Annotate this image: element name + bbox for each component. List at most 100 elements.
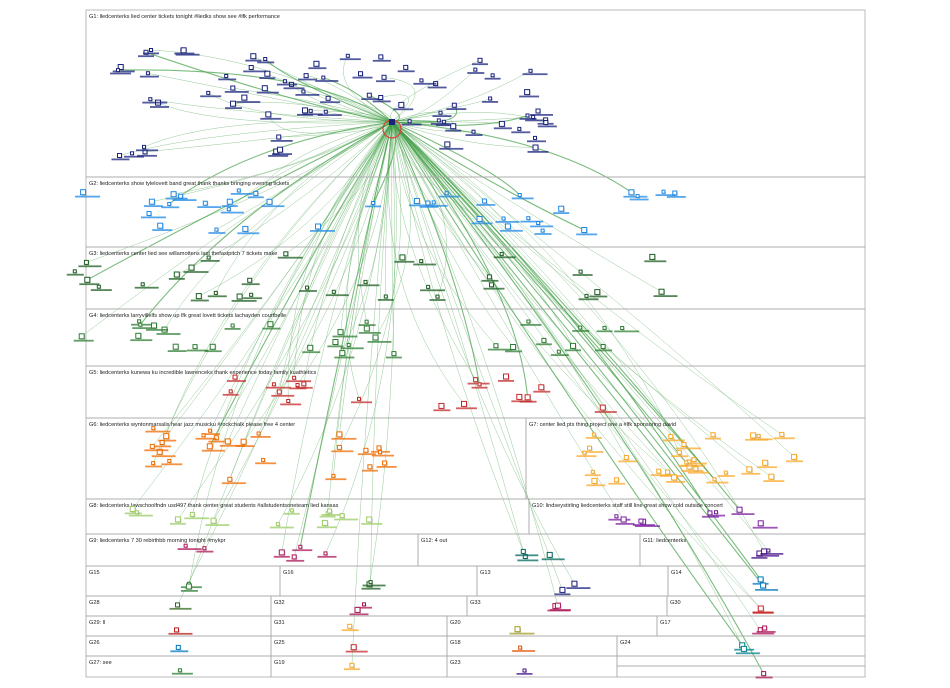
node-g9[interactable] [183,543,188,548]
node-g3[interactable] [489,282,494,288]
node-g8[interactable] [129,506,136,512]
node-g1[interactable] [524,89,531,96]
node-g3[interactable] [305,285,309,290]
node-g25[interactable] [350,644,357,651]
node-g1[interactable] [441,119,446,124]
node-g1[interactable] [444,141,451,148]
node-g1[interactable] [436,118,441,123]
node-g1[interactable] [325,95,331,101]
node-g7[interactable] [723,470,728,475]
node-g30[interactable] [757,605,764,612]
node-g7[interactable] [587,445,592,451]
node-g7[interactable] [582,450,587,455]
node-g7[interactable] [691,457,697,463]
node-g3[interactable] [195,293,202,300]
node-g5[interactable] [286,399,291,403]
node-g2[interactable] [371,201,376,205]
node-g1[interactable] [450,123,457,130]
node-g3[interactable] [72,269,77,274]
node-g17[interactable] [757,627,763,633]
node-g7[interactable] [768,473,775,480]
node-g1[interactable] [488,96,493,101]
node-g2[interactable] [481,198,487,204]
node-g7[interactable] [613,477,619,483]
node-g8[interactable] [189,511,195,517]
node-g7[interactable] [756,433,761,438]
node-g7[interactable] [762,459,769,466]
node-g7[interactable] [665,469,671,475]
node-g1[interactable] [323,109,328,114]
node-g1[interactable] [117,64,124,70]
node-g7[interactable] [668,434,674,439]
node-g6[interactable] [336,431,343,438]
node-g13[interactable] [559,586,566,593]
node-g6[interactable] [367,464,373,470]
node-g3[interactable] [236,293,243,300]
node-g3[interactable] [578,269,583,274]
node-g4[interactable] [192,344,198,350]
node-g1[interactable] [277,146,283,153]
node-g2[interactable] [628,189,635,196]
node-g6[interactable] [151,426,156,431]
node-g10[interactable] [638,518,644,524]
node-g2[interactable] [148,198,155,205]
node-g13[interactable] [571,580,578,587]
node-g4[interactable] [346,342,351,347]
node-g23[interactable] [522,668,527,673]
node-g1[interactable] [230,85,236,91]
node-g3[interactable] [140,282,145,287]
node-g6[interactable] [206,443,213,450]
node-g2[interactable] [413,198,420,204]
node-g1[interactable] [381,74,387,80]
node-g4[interactable] [137,319,142,324]
node-g4[interactable] [78,333,85,340]
node-g1[interactable] [263,57,268,61]
node-g1[interactable] [345,53,350,58]
node-g10[interactable] [620,516,627,523]
node-g5[interactable] [438,402,445,409]
node-g28b[interactable] [175,644,181,650]
node-g2[interactable] [157,222,164,229]
node-g2[interactable] [242,225,249,232]
node-g3[interactable] [584,293,589,298]
node-g9[interactable] [202,546,207,551]
node-g27[interactable] [177,668,182,673]
node-g1[interactable] [525,113,530,118]
node-g2[interactable] [266,198,273,205]
node-g4[interactable] [600,344,606,349]
node-g2[interactable] [214,227,219,232]
node-g11[interactable] [766,548,771,553]
node-g1[interactable] [230,100,236,107]
node-g1[interactable] [358,71,363,77]
node-g1[interactable] [142,144,146,149]
node-g6[interactable] [156,448,163,455]
node-g5[interactable] [524,394,531,401]
node-g7[interactable] [623,455,629,460]
node-g10[interactable] [707,510,713,516]
node-g5[interactable] [473,377,479,383]
node-g8[interactable] [339,513,345,519]
node-g9[interactable] [291,554,297,560]
node-g4[interactable] [209,343,216,350]
node-g16[interactable] [368,580,373,585]
node-g3[interactable] [173,271,180,278]
node-g7[interactable] [676,449,682,455]
node-g1[interactable] [261,85,268,92]
node-g7[interactable] [591,477,598,484]
node-g1[interactable] [321,75,326,80]
node-g1[interactable] [407,119,412,124]
node-g32[interactable] [362,602,366,607]
node-g5[interactable] [271,382,276,387]
node-g5[interactable] [538,384,545,391]
node-g2[interactable] [253,190,259,196]
node-g3[interactable] [383,294,388,299]
node-g1[interactable] [378,54,384,60]
node-g7[interactable] [710,432,716,438]
node-g2[interactable] [425,200,431,206]
node-g6[interactable] [363,447,369,453]
node-g1[interactable] [265,111,272,118]
node-g6[interactable] [331,473,336,478]
node-g10[interactable] [757,520,764,527]
node-g2[interactable] [80,189,87,196]
node-g1[interactable] [308,108,313,113]
